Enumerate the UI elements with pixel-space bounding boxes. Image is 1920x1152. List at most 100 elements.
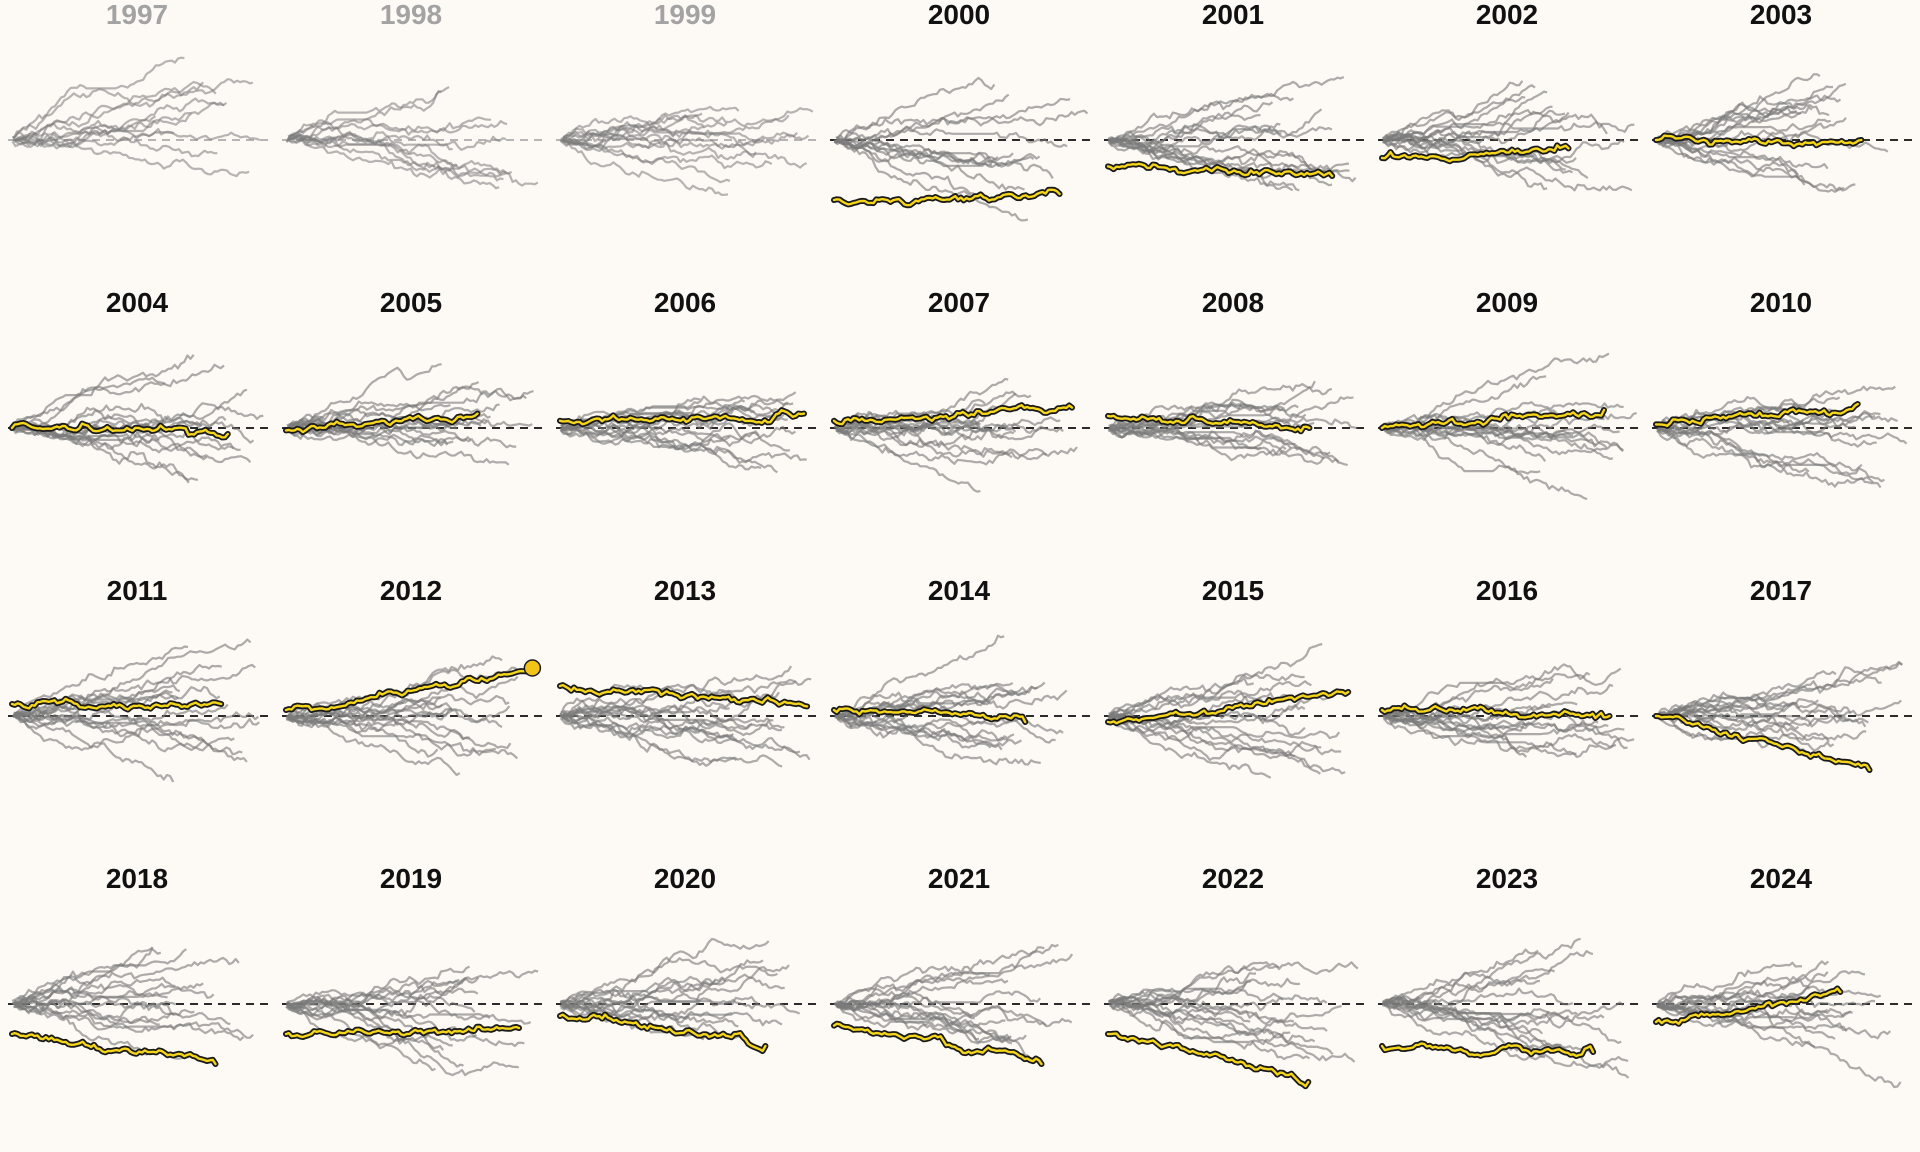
trace-line <box>1109 135 1294 192</box>
trace-line <box>1382 421 1597 447</box>
panel-title: 2022 <box>1201 863 1265 894</box>
panel-title: 2010 <box>1749 287 1813 318</box>
trace-line <box>835 943 1059 1011</box>
panel-plot <box>830 634 1092 766</box>
highlight-line <box>558 1013 767 1053</box>
trace-line <box>285 90 442 143</box>
trace-line <box>11 363 225 430</box>
panel-2018: 2018 <box>0 864 274 1152</box>
highlight-line-outline <box>9 1030 219 1067</box>
panel-2016: 2016 <box>1370 576 1644 864</box>
panel-plot <box>830 943 1092 1067</box>
trace-line <box>287 675 519 727</box>
trace-line <box>561 107 814 143</box>
trace-line <box>289 136 513 178</box>
panel-title: 2016 <box>1475 575 1539 606</box>
trace-line <box>1384 937 1581 1010</box>
trace-line <box>289 409 491 430</box>
highlight-line <box>1380 1042 1595 1058</box>
trace-line <box>1108 713 1272 779</box>
panel-2012: 2012 <box>274 576 548 864</box>
trace-line <box>14 645 189 715</box>
trace-line <box>562 138 729 196</box>
panel-title: 2008 <box>1201 287 1265 318</box>
highlight-line <box>10 697 223 711</box>
highlight-line <box>558 409 806 426</box>
trace-line <box>12 56 185 139</box>
trace-line <box>1382 137 1573 174</box>
highlight-line <box>832 1022 1043 1066</box>
trace-line <box>1657 705 1852 723</box>
panel-title: 2021 <box>927 863 991 894</box>
highlight-line <box>832 404 1074 426</box>
trace-line <box>1385 705 1635 758</box>
trace-line <box>12 426 241 452</box>
panel-plot <box>556 937 818 1054</box>
trace-line <box>1658 1005 1892 1040</box>
panel-plot <box>8 56 270 178</box>
panel-plot <box>1378 352 1640 501</box>
panel-2023: 2023 <box>1370 864 1644 1152</box>
trace-line <box>836 427 1047 466</box>
trace-line <box>562 112 703 151</box>
panel-1998: 1998 <box>274 0 548 288</box>
trace-line <box>1385 413 1607 456</box>
panel-2014: 2014 <box>822 576 1096 864</box>
trace-line <box>1384 979 1541 1008</box>
trace-line <box>1384 141 1548 191</box>
trace-line <box>1111 1000 1311 1061</box>
panel-title: 2020 <box>653 863 717 894</box>
trace-line <box>12 125 261 143</box>
end-marker <box>523 659 542 677</box>
trace-line <box>1108 998 1356 1063</box>
highlight-line <box>284 412 479 434</box>
panel-title: 2001 <box>1201 0 1265 30</box>
panel-2001: 2001 <box>1096 0 1370 288</box>
trace-line <box>1108 419 1325 465</box>
panel-2007: 2007 <box>822 288 1096 576</box>
trace-line <box>1111 964 1280 1004</box>
panel-plot <box>8 946 270 1067</box>
panel-2005: 2005 <box>274 288 548 576</box>
panel-title: 2005 <box>379 287 443 318</box>
panel-title: 2004 <box>105 287 169 318</box>
panel-2020: 2020 <box>548 864 822 1152</box>
trace-line <box>560 421 807 463</box>
trace-line <box>562 404 785 429</box>
trace-line <box>1108 642 1323 718</box>
panel-title: 2013 <box>653 575 717 606</box>
trace-line <box>833 97 1071 144</box>
trace-line <box>14 663 222 719</box>
panel-plot <box>282 86 544 190</box>
trace-line <box>1658 979 1833 1012</box>
panel-2024: 2024 <box>1644 864 1918 1152</box>
highlight-line <box>1380 408 1606 430</box>
trace-line <box>287 1005 464 1068</box>
panel-title: 2024 <box>1749 863 1813 894</box>
trace-line <box>1108 708 1321 775</box>
trace-line <box>14 112 192 150</box>
trace-line <box>559 665 793 720</box>
panel-plot <box>282 363 544 466</box>
trace-line <box>289 121 504 182</box>
trace-line <box>287 133 458 168</box>
trace-line <box>1656 417 1908 445</box>
trace-line <box>559 959 764 1008</box>
trace-line <box>835 423 1064 441</box>
trace-line <box>1659 134 1806 186</box>
trace-line <box>1659 142 1845 193</box>
trace-line <box>288 698 511 723</box>
trace-line <box>14 988 195 1017</box>
trace-line <box>835 969 991 1006</box>
trace-line <box>1109 711 1342 756</box>
panel-2009: 2009 <box>1370 288 1644 576</box>
trace-line <box>1108 75 1345 146</box>
trace-line <box>1657 408 1832 434</box>
panel-2021: 2021 <box>822 864 1096 1152</box>
panel-plot <box>556 391 818 474</box>
trace-line <box>13 946 154 1011</box>
trace-line <box>14 976 176 1007</box>
trace-line <box>286 978 467 1010</box>
trace-line <box>833 138 1029 222</box>
panel-2011: 2011 <box>0 576 274 864</box>
